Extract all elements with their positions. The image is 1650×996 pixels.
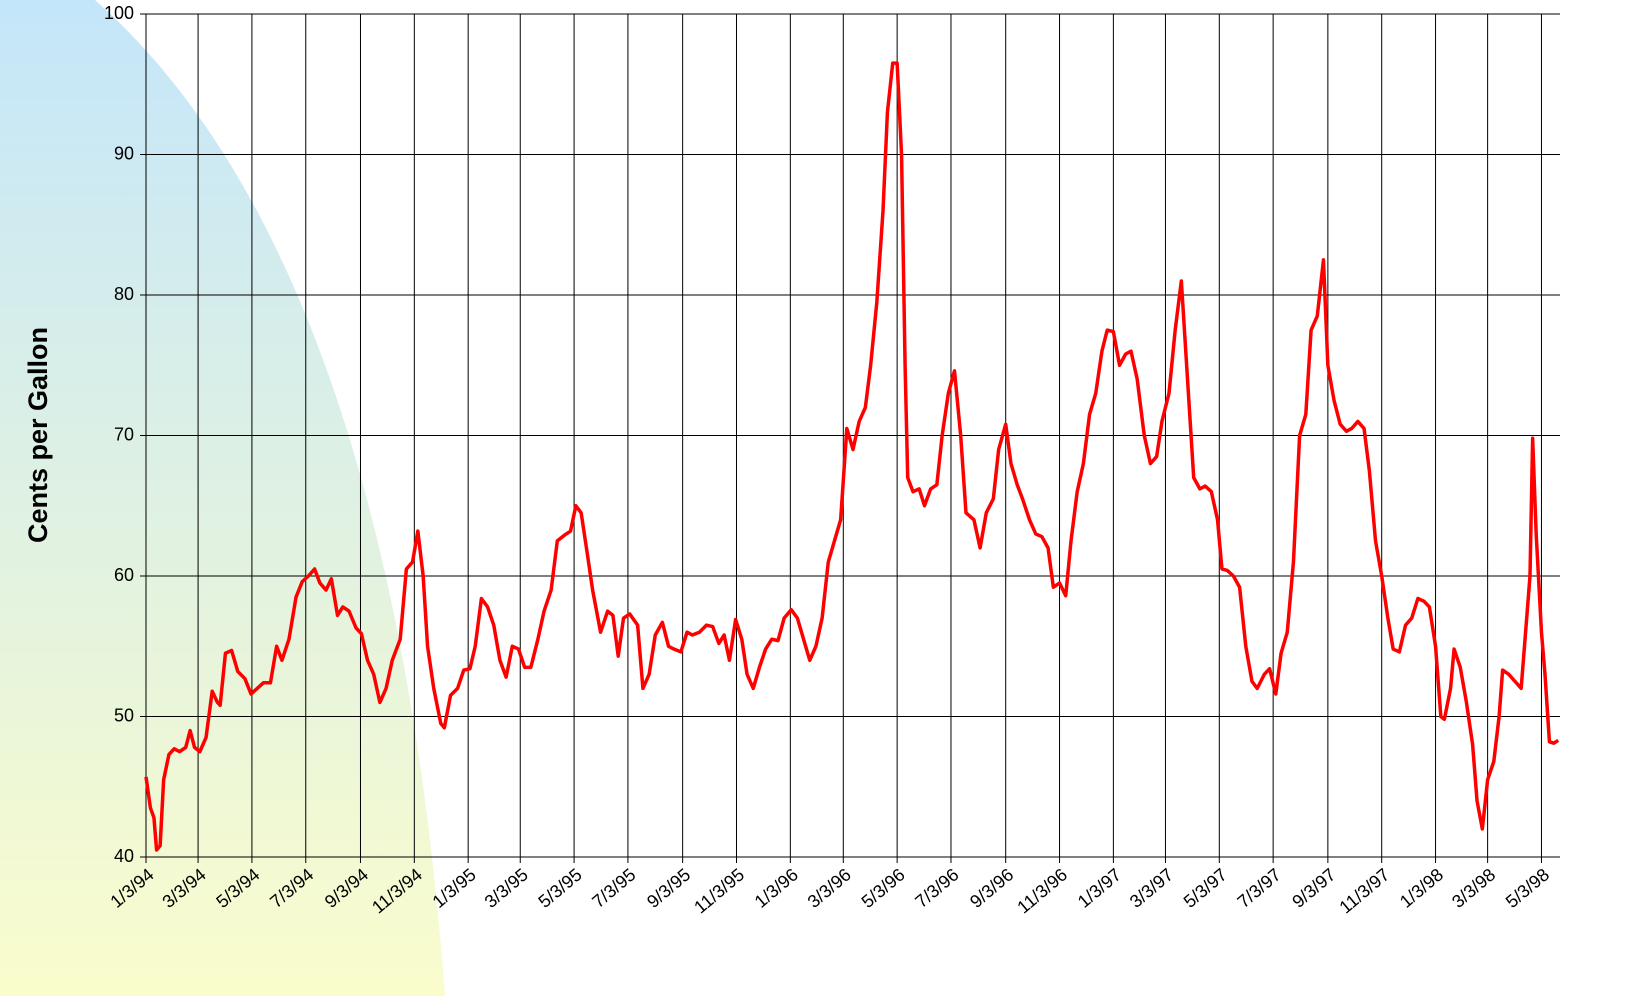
x-tick-label: 5/3/97 bbox=[1180, 864, 1231, 911]
y-tick-label: 90 bbox=[114, 143, 134, 163]
x-tick-label: 7/3/95 bbox=[588, 864, 639, 911]
x-tick-label: 3/3/98 bbox=[1448, 864, 1499, 911]
x-tick-label: 7/3/96 bbox=[911, 864, 962, 911]
x-tick-label: 11/3/95 bbox=[690, 864, 748, 917]
x-tick-label: 9/3/96 bbox=[966, 864, 1017, 911]
x-tick-label: 3/3/96 bbox=[804, 864, 855, 911]
x-tick-label: 11/3/96 bbox=[1013, 864, 1071, 917]
y-axis-label: Cents per Gallon bbox=[23, 327, 53, 543]
x-tick-label: 1/3/97 bbox=[1074, 864, 1125, 911]
x-tick-label: 1/3/95 bbox=[429, 864, 480, 911]
x-tick-label: 3/3/95 bbox=[481, 864, 532, 911]
x-tick-label: 5/3/95 bbox=[535, 864, 586, 911]
x-tick-label: 5/3/96 bbox=[858, 864, 909, 911]
x-tick-label: 1/3/96 bbox=[751, 864, 802, 911]
x-tick-label: 5/3/98 bbox=[1502, 864, 1553, 911]
x-tick-label: 7/3/97 bbox=[1234, 864, 1285, 911]
x-tick-label: 9/3/95 bbox=[643, 864, 694, 911]
x-tick-label: 9/3/97 bbox=[1288, 864, 1339, 911]
y-tick-label: 60 bbox=[114, 565, 134, 585]
background-shape bbox=[0, 0, 445, 996]
y-tick-label: 50 bbox=[114, 705, 134, 725]
price-line bbox=[144, 61, 1560, 852]
y-tick-label: 100 bbox=[104, 3, 134, 23]
x-tick-label: 3/3/97 bbox=[1126, 864, 1177, 911]
y-tick-label: 80 bbox=[114, 284, 134, 304]
y-tick-label: 40 bbox=[114, 846, 134, 866]
y-tick-label: 70 bbox=[114, 424, 134, 444]
x-tick-label: 11/3/97 bbox=[1335, 864, 1393, 917]
x-tick-label: 1/3/98 bbox=[1396, 864, 1447, 911]
